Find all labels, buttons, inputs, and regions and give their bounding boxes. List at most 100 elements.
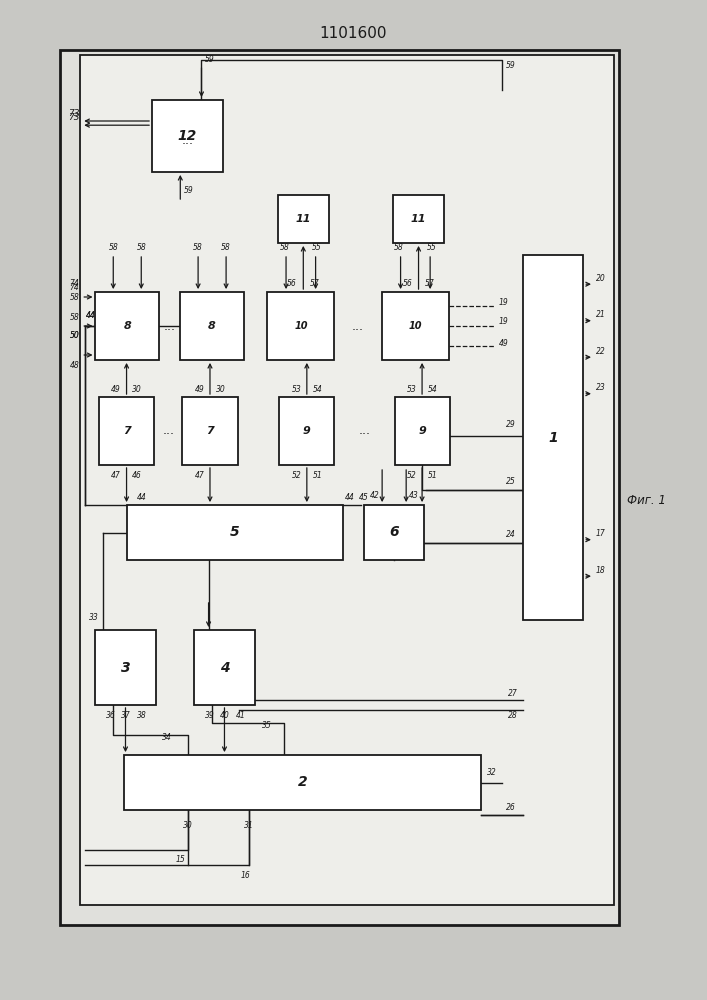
Text: 40: 40: [221, 712, 230, 720]
Text: 56: 56: [287, 279, 297, 288]
Text: 1101600: 1101600: [320, 25, 387, 40]
Text: 58: 58: [193, 242, 203, 251]
Text: 36: 36: [106, 712, 115, 720]
Bar: [152, 100, 223, 172]
Text: 35: 35: [262, 720, 271, 730]
Text: 54: 54: [428, 384, 438, 393]
Text: 11: 11: [296, 214, 311, 224]
Text: 24: 24: [506, 530, 516, 539]
Text: ...: ...: [352, 320, 364, 332]
Text: 74: 74: [69, 282, 79, 292]
Bar: [99, 397, 154, 465]
Text: 32: 32: [486, 768, 496, 777]
Text: 58: 58: [136, 242, 146, 251]
Bar: [523, 255, 583, 620]
Text: 30: 30: [183, 820, 193, 830]
Text: 18: 18: [596, 566, 606, 575]
Text: 53: 53: [407, 384, 416, 393]
Text: 55: 55: [312, 242, 322, 251]
Text: 26: 26: [506, 802, 516, 812]
Text: 51: 51: [312, 471, 322, 480]
Text: 56: 56: [402, 279, 412, 288]
Text: 58: 58: [69, 292, 79, 302]
Text: 46: 46: [132, 471, 142, 480]
Text: 51: 51: [428, 471, 438, 480]
Text: 19: 19: [498, 316, 508, 326]
Bar: [279, 397, 334, 465]
Text: 20: 20: [596, 274, 606, 283]
Text: 49: 49: [498, 338, 508, 348]
Text: 57: 57: [425, 279, 435, 288]
Text: 41: 41: [235, 712, 245, 720]
Text: 50: 50: [69, 332, 79, 340]
Text: 58: 58: [69, 314, 79, 322]
Text: 11: 11: [411, 214, 426, 224]
Text: 8: 8: [209, 321, 216, 331]
Text: 44: 44: [86, 312, 96, 320]
Text: 7: 7: [206, 426, 214, 436]
Bar: [278, 195, 329, 243]
Text: 27: 27: [508, 690, 518, 698]
Text: 44: 44: [136, 492, 146, 502]
Text: 47: 47: [194, 471, 204, 480]
Bar: [60, 50, 619, 925]
Text: 2: 2: [298, 776, 307, 790]
Bar: [267, 292, 334, 360]
Text: 30: 30: [216, 384, 226, 393]
Text: 53: 53: [291, 384, 301, 393]
Text: 47: 47: [111, 471, 121, 480]
Bar: [127, 505, 343, 560]
Text: 39: 39: [205, 712, 215, 720]
Text: 7: 7: [123, 426, 130, 436]
Text: 19: 19: [498, 298, 508, 307]
Text: 29: 29: [506, 420, 516, 429]
Text: 44: 44: [345, 492, 355, 502]
Text: 59: 59: [205, 55, 215, 64]
Text: 33: 33: [89, 613, 99, 622]
Text: 50: 50: [69, 332, 79, 340]
Text: 73: 73: [68, 113, 79, 122]
Text: 38: 38: [137, 712, 146, 720]
Text: 22: 22: [596, 347, 606, 356]
Text: 45: 45: [359, 492, 369, 502]
Bar: [182, 397, 238, 465]
Text: 17: 17: [596, 529, 606, 538]
Text: 5: 5: [230, 526, 240, 540]
Text: 12: 12: [177, 129, 197, 143]
Text: 25: 25: [506, 478, 516, 487]
Text: 21: 21: [596, 310, 606, 319]
Text: 74: 74: [69, 279, 79, 288]
Text: 3: 3: [121, 661, 130, 675]
Text: 48: 48: [69, 360, 79, 369]
Text: 10: 10: [294, 321, 308, 331]
Bar: [364, 505, 424, 560]
Bar: [382, 292, 449, 360]
Text: 43: 43: [409, 490, 419, 499]
Text: 57: 57: [310, 279, 320, 288]
Text: 44: 44: [86, 312, 96, 320]
Text: ...: ...: [358, 424, 370, 437]
Text: 34: 34: [162, 732, 171, 742]
Text: 4: 4: [220, 661, 229, 675]
Text: 10: 10: [409, 321, 422, 331]
Bar: [80, 55, 614, 905]
Text: ...: ...: [182, 134, 193, 147]
Bar: [180, 292, 244, 360]
Text: 28: 28: [508, 712, 518, 720]
Bar: [194, 630, 255, 705]
Text: 54: 54: [312, 384, 322, 393]
Text: 9: 9: [303, 426, 310, 436]
Bar: [393, 195, 444, 243]
Bar: [95, 292, 159, 360]
Text: 58: 58: [280, 242, 289, 251]
Text: 15: 15: [176, 856, 186, 864]
Bar: [95, 630, 156, 705]
Text: 42: 42: [370, 490, 379, 499]
Text: 58: 58: [221, 242, 231, 251]
Text: 9: 9: [419, 426, 426, 436]
Text: 16: 16: [240, 870, 250, 880]
Text: 58: 58: [108, 242, 118, 251]
Text: 52: 52: [407, 471, 416, 480]
Text: 6: 6: [390, 526, 399, 540]
Text: ...: ...: [164, 320, 175, 332]
